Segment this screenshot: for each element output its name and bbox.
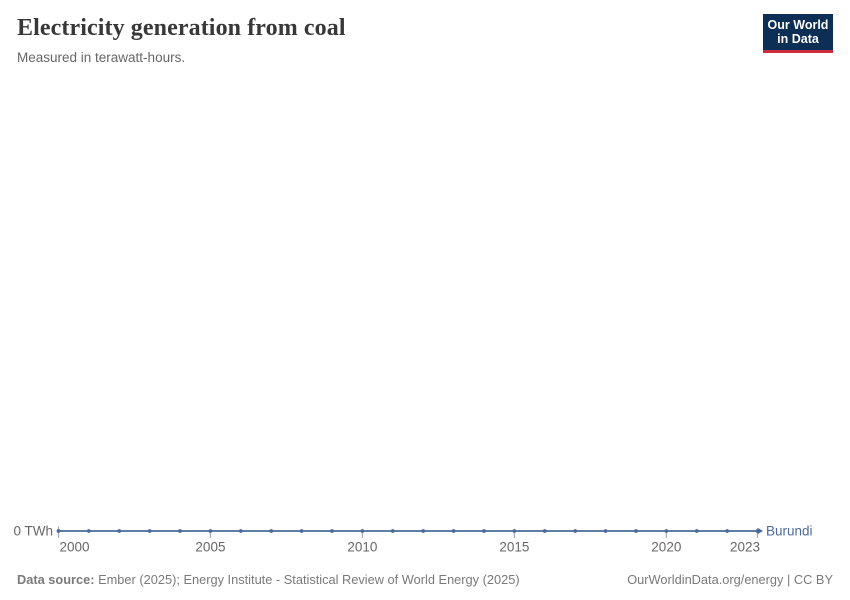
owid-logo-line2: in Data [777, 32, 819, 46]
chart-title: Electricity generation from coal [17, 15, 346, 41]
x-axis-label-2020: 2020 [651, 540, 681, 555]
owid-logo-line1: Our World [767, 17, 829, 32]
data-point-marker[interactable] [725, 529, 730, 533]
data-point-marker[interactable] [664, 529, 669, 533]
x-axis-label-2005: 2005 [195, 540, 225, 555]
chart-subtitle: Measured in terawatt-hours. [17, 49, 186, 65]
data-point-marker[interactable] [238, 529, 243, 533]
chart-footer: Data source: Ember (2025); Energy Instit… [17, 572, 833, 588]
chart-header: Electricity generation from coal Measure… [17, 14, 833, 66]
x-axis-label-2015: 2015 [499, 540, 529, 555]
data-point-marker[interactable] [117, 529, 122, 533]
data-point-marker[interactable] [269, 529, 274, 533]
data-point-marker[interactable] [482, 529, 486, 533]
data-point-marker[interactable] [299, 529, 304, 533]
line-end-marker [757, 527, 763, 535]
data-point-marker[interactable] [178, 529, 182, 533]
credit-link[interactable]: OurWorldinData.org/energy | CC BY [627, 572, 833, 588]
data-point-marker[interactable] [421, 529, 426, 533]
data-point-marker[interactable] [603, 529, 608, 533]
data-point-marker[interactable] [56, 529, 61, 533]
data-source-note: Data source: Ember (2025); Energy Instit… [17, 572, 520, 588]
x-axis-label-2010: 2010 [347, 540, 377, 555]
owid-logo[interactable]: Our World in Data [763, 14, 833, 53]
data-point-marker[interactable] [208, 529, 213, 533]
data-point-marker[interactable] [512, 529, 517, 533]
data-source-text: Ember (2025); Energy Institute - Statist… [98, 572, 520, 588]
data-point-marker[interactable] [694, 529, 699, 533]
data-point-marker[interactable] [86, 529, 91, 533]
data-point-marker[interactable] [451, 529, 456, 533]
data-source-label: Data source: [17, 572, 95, 588]
data-point-marker[interactable] [542, 529, 547, 533]
data-point-marker[interactable] [573, 529, 578, 533]
x-axis-label-2000: 2000 [60, 540, 90, 555]
data-point-marker[interactable] [360, 529, 365, 533]
data-point-marker[interactable] [330, 529, 334, 533]
series-label-burundi[interactable]: Burundi [766, 524, 813, 539]
data-point-marker[interactable] [390, 529, 395, 533]
data-point-marker[interactable] [147, 529, 152, 533]
data-point-marker[interactable] [634, 529, 638, 533]
x-axis-label-2023: 2023 [730, 540, 760, 555]
y-axis-label: 0 TWh [13, 524, 53, 539]
